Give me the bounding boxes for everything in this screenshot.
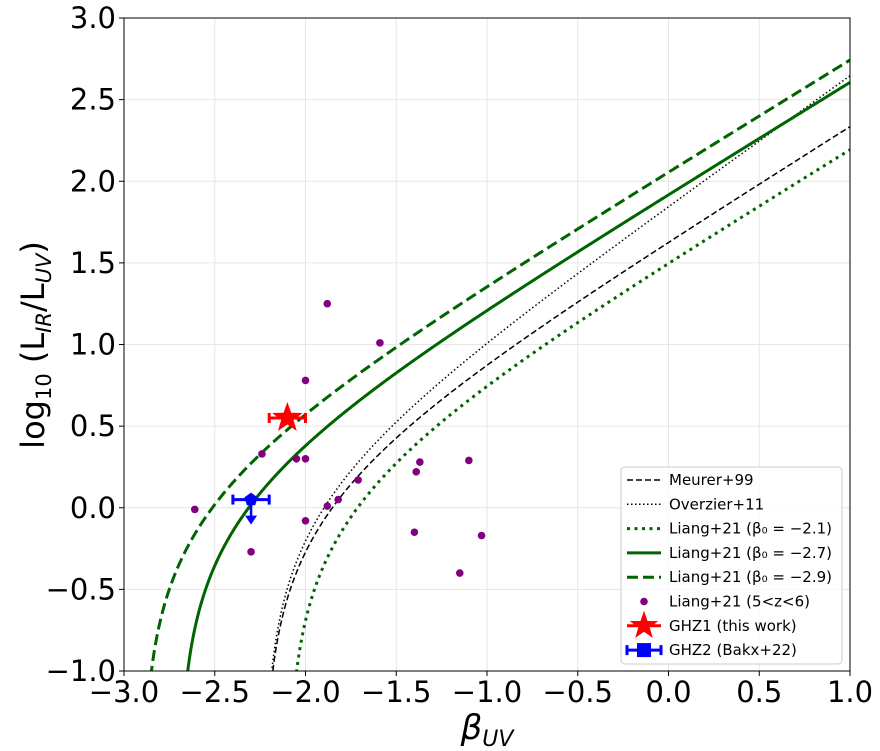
scatter-point [416, 458, 424, 466]
y-axis-label: log10 (LIR/LUV) [14, 241, 56, 449]
y-tick-label: 2.0 [70, 164, 116, 198]
scatter-point [410, 528, 419, 537]
legend-label: Liang+21 (β₀ = −2.1) [669, 520, 832, 538]
x-tick-label: −1.0 [452, 675, 522, 709]
curve-liang-21-0-2-1- [295, 148, 850, 671]
y-tick-label: 3.0 [70, 1, 116, 35]
y-tick-label: −1.0 [46, 654, 116, 688]
curve-overzier-11 [270, 75, 850, 671]
x-tick-label: −0.5 [543, 675, 613, 709]
legend-label: GHZ1 (this work) [669, 617, 797, 635]
scatter-point [247, 548, 255, 556]
legend-box [620, 466, 843, 665]
scatter-point [376, 339, 384, 347]
model-curves [149, 58, 850, 671]
y-tick-label: 1.5 [70, 246, 116, 280]
legend-swatch [640, 597, 648, 606]
legend-label: Liang+21 (β₀ = −2.9) [669, 568, 832, 586]
scatter-point [292, 454, 301, 463]
scatter-point [354, 476, 362, 484]
x-tick-label: −1.5 [361, 675, 431, 709]
y-tick-label: 1.0 [70, 328, 116, 362]
x-tick-label: −2.5 [180, 675, 250, 709]
ghz2-marker [244, 492, 258, 506]
x-tick-label: 0.5 [736, 675, 782, 709]
scatter-point [412, 468, 421, 476]
scatter-point [190, 505, 199, 514]
scatter-point [301, 517, 310, 525]
scatter-point [258, 450, 266, 458]
scatter-point [323, 502, 332, 510]
scatter-point [455, 569, 464, 577]
highlighted-sources [231, 401, 307, 525]
legend-label: GHZ2 (Bakx+22) [669, 641, 797, 659]
legend-label: Overzier+11 [669, 495, 764, 513]
svg-text:log10 (LIR/LUV): log10 (LIR/LUV) [14, 241, 56, 449]
ghz1-marker [272, 401, 303, 431]
axis-ticks: −3.0 −2.5 −2.0 −1.5 −1.0 −0.5 0.0 0.5 1.0 −1.0 −0.… [46, 1, 873, 709]
legend-label: Liang+21 (β₀ = −2.7) [669, 544, 832, 562]
legend-label: Liang+21 (5<z<6) [669, 593, 810, 611]
data-points [190, 299, 486, 577]
y-tick-label: −0.5 [46, 572, 116, 606]
x-tick-label: 1.0 [827, 675, 873, 709]
scatter-point [301, 454, 310, 463]
x-axis-label: βUV [460, 708, 516, 751]
scatter-point [477, 531, 486, 540]
ghz2-arrowhead [245, 515, 258, 525]
legend-swatch [637, 643, 651, 658]
x-tick-label: 0.0 [645, 675, 691, 709]
scatter-point [301, 376, 310, 385]
scatter-point [334, 495, 342, 504]
x-tick-label: −2.0 [270, 675, 340, 709]
legend-swatch [629, 610, 659, 638]
legend-label: Meurer+99 [669, 471, 754, 489]
x-tick-label: −3.0 [89, 675, 159, 709]
scatter-point [465, 456, 473, 465]
legend: Meurer+99 Overzier+11 Liang+21 (β₀ = −2.1)… [620, 466, 843, 665]
curve-liang-21-0-2-7- [186, 81, 850, 671]
curve-liang-21-0-2-9- [149, 58, 850, 671]
scatter-point [323, 299, 332, 308]
y-tick-label: 0.0 [70, 491, 116, 525]
y-tick-label: 2.5 [70, 83, 116, 117]
y-tick-label: 0.5 [70, 409, 116, 443]
curve-meurer-99 [272, 125, 850, 671]
